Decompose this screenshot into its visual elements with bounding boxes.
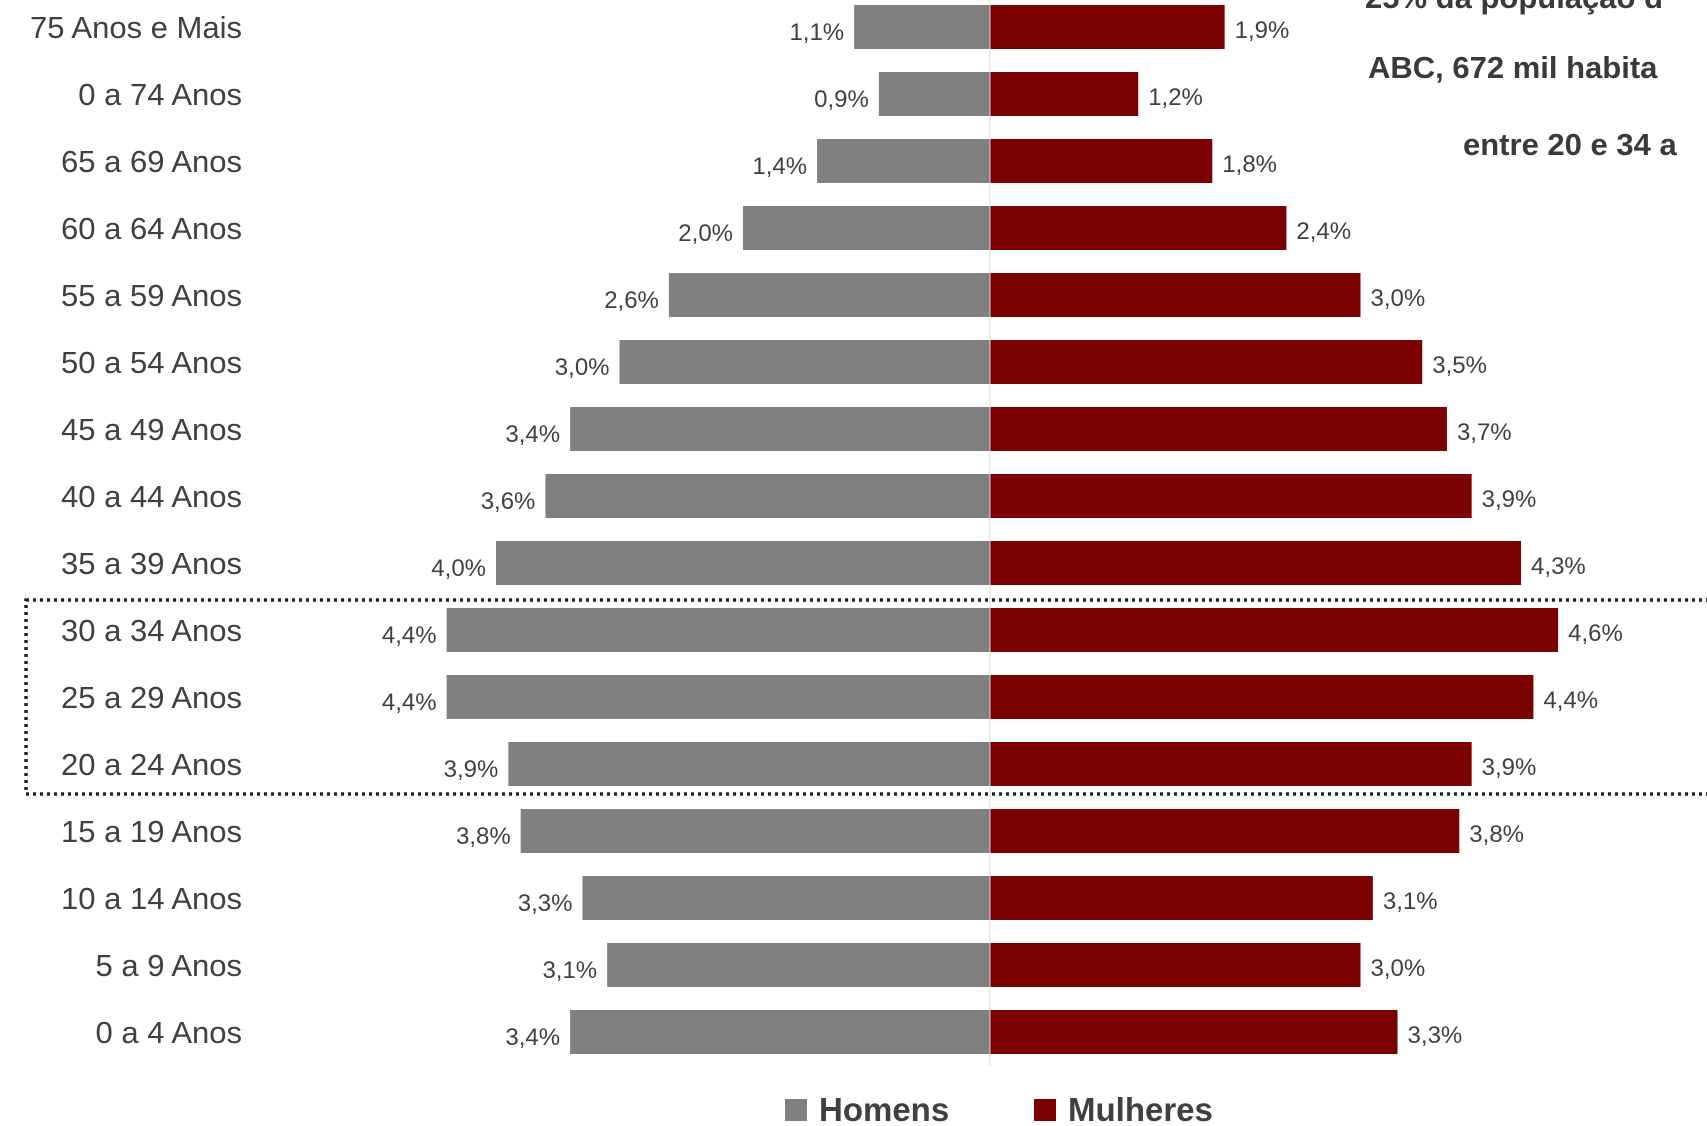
value-label-homens: 2,0% <box>678 220 733 247</box>
category-label: 0 a 74 Anos <box>78 77 242 112</box>
legend-label: Homens <box>819 1091 949 1126</box>
annotation: 25% da população d ABC, 672 mil habita ent… <box>1365 0 1677 162</box>
bar-mulheres <box>990 675 1534 719</box>
highlight-layer <box>24 598 1707 796</box>
bar-mulheres <box>990 474 1472 518</box>
value-label-mulheres: 3,7% <box>1457 419 1512 446</box>
category-label: 15 a 19 Anos <box>61 814 242 849</box>
value-label-homens: 3,4% <box>505 421 560 448</box>
bar-homens <box>878 72 990 116</box>
bar-homens <box>570 407 990 451</box>
value-label-homens: 1,1% <box>789 19 844 46</box>
bar-homens <box>496 541 990 585</box>
value-label-homens: 3,1% <box>542 957 597 984</box>
bar-homens <box>545 474 990 518</box>
bar-mulheres <box>990 943 1361 987</box>
annotation-line: entre 20 e 34 a <box>1463 127 1677 162</box>
value-label-homens: 4,0% <box>431 555 486 582</box>
bar-mulheres <box>990 608 1559 652</box>
value-label-homens: 2,6% <box>604 287 659 314</box>
category-label: 20 a 24 Anos <box>61 747 242 782</box>
value-label-mulheres: 3,0% <box>1371 285 1426 312</box>
value-label-mulheres: 3,8% <box>1469 821 1524 848</box>
value-label-homens: 3,8% <box>456 823 511 850</box>
value-label-mulheres: 3,9% <box>1482 486 1537 513</box>
bar-homens <box>743 206 990 250</box>
category-label: 25 a 29 Anos <box>61 680 242 715</box>
annotation-line: 25% da população d <box>1365 0 1663 15</box>
bar-homens <box>446 675 991 719</box>
bar-mulheres <box>990 273 1361 317</box>
bar-homens <box>520 809 990 853</box>
category-label: 40 a 44 Anos <box>61 479 242 514</box>
bar-mulheres <box>990 742 1472 786</box>
value-label-mulheres: 4,4% <box>1543 687 1598 714</box>
value-label-mulheres: 4,6% <box>1568 620 1623 647</box>
bar-homens <box>582 876 990 920</box>
category-label: 55 a 59 Anos <box>61 278 242 313</box>
category-label: 50 a 54 Anos <box>61 345 242 380</box>
value-label-mulheres: 3,0% <box>1371 955 1426 982</box>
value-label-mulheres: 1,8% <box>1222 151 1277 178</box>
bar-mulheres <box>990 206 1287 250</box>
category-label: 5 a 9 Anos <box>95 948 242 983</box>
category-label: 30 a 34 Anos <box>61 613 242 648</box>
bar-mulheres <box>990 72 1139 116</box>
annotation-line: ABC, 672 mil habita <box>1368 50 1658 85</box>
value-label-mulheres: 3,9% <box>1482 754 1537 781</box>
value-label-homens: 4,4% <box>382 622 437 649</box>
bar-homens <box>446 608 991 652</box>
highlight-box <box>24 598 1707 796</box>
category-label: 45 a 49 Anos <box>61 412 242 447</box>
bar-homens <box>854 5 990 49</box>
value-label-homens: 3,0% <box>555 354 610 381</box>
bar-homens <box>508 742 990 786</box>
category-label: 35 a 39 Anos <box>61 546 242 581</box>
bar-mulheres <box>990 541 1522 585</box>
bar-homens <box>668 273 990 317</box>
bar-homens <box>570 1010 990 1054</box>
value-label-mulheres: 1,2% <box>1148 84 1203 111</box>
value-label-homens: 3,3% <box>518 890 573 917</box>
category-label: 60 a 64 Anos <box>61 211 242 246</box>
bar-homens <box>607 943 990 987</box>
bar-mulheres <box>990 1010 1398 1054</box>
value-label-mulheres: 1,9% <box>1235 17 1290 44</box>
value-label-homens: 1,4% <box>752 153 807 180</box>
value-label-mulheres: 3,5% <box>1432 352 1487 379</box>
bar-mulheres <box>990 407 1447 451</box>
value-label-homens: 3,4% <box>505 1024 560 1051</box>
value-label-mulheres: 4,3% <box>1531 553 1586 580</box>
category-label: 75 Anos e Mais <box>30 10 242 45</box>
value-label-mulheres: 3,3% <box>1408 1022 1463 1049</box>
legend-label: Mulheres <box>1068 1091 1213 1126</box>
value-label-mulheres: 3,1% <box>1383 888 1438 915</box>
bar-homens <box>619 340 990 384</box>
bar-mulheres <box>990 876 1373 920</box>
value-label-homens: 4,4% <box>382 689 437 716</box>
category-label: 0 a 4 Anos <box>95 1015 242 1050</box>
bar-mulheres <box>990 340 1423 384</box>
value-label-homens: 0,9% <box>814 86 869 113</box>
labels-layer: 75 Anos e Mais 1,1% 1,9% 0 a 74 Anos 0,9% 1,2… <box>30 10 1623 1051</box>
value-label-homens: 3,9% <box>444 756 499 783</box>
category-label: 10 a 14 Anos <box>61 881 242 916</box>
legend-swatch <box>785 1099 807 1121</box>
legend: Homens Mulheres <box>785 1091 1213 1126</box>
bar-homens <box>817 139 990 183</box>
bar-mulheres <box>990 139 1213 183</box>
value-label-mulheres: 2,4% <box>1296 218 1351 245</box>
legend-swatch <box>1034 1099 1056 1121</box>
bar-mulheres <box>990 809 1460 853</box>
bars-layer <box>446 5 1559 1054</box>
bar-mulheres <box>990 5 1225 49</box>
value-label-homens: 3,6% <box>481 488 536 515</box>
category-label: 65 a 69 Anos <box>61 144 242 179</box>
